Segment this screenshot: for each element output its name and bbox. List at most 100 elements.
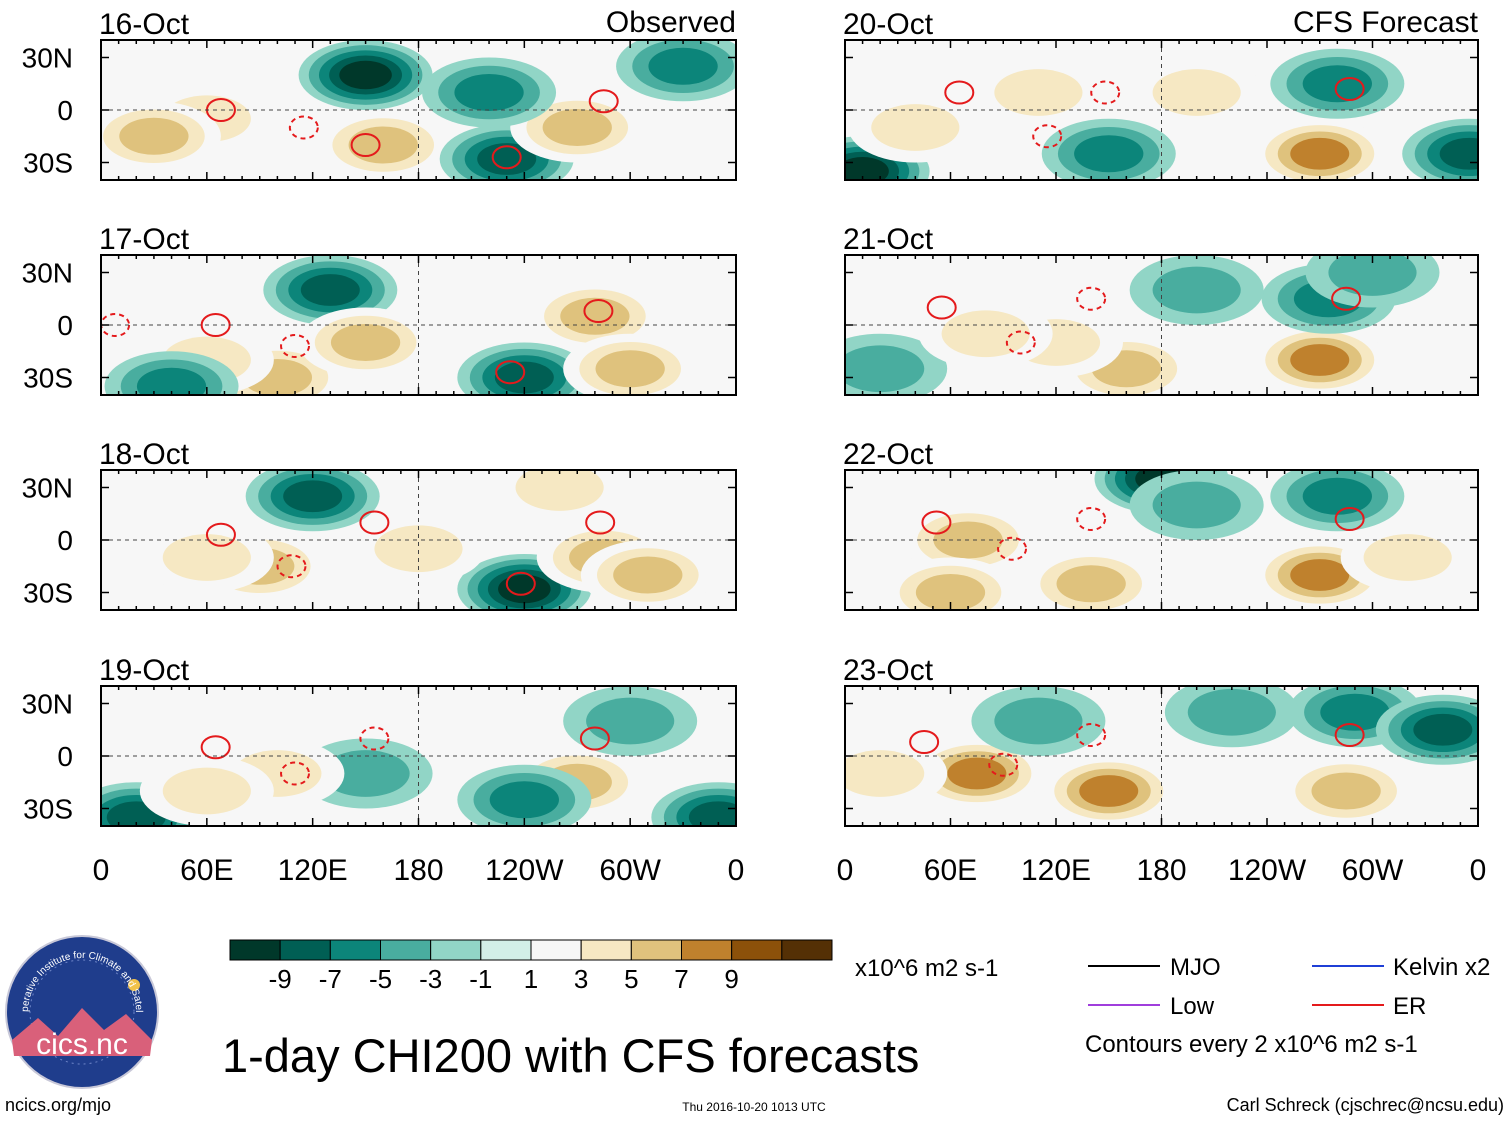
colorbar-tick: -1 bbox=[469, 964, 492, 994]
anomaly-contour bbox=[489, 781, 559, 819]
er-contour bbox=[491, 145, 522, 170]
er-contour bbox=[1090, 80, 1121, 105]
er-contour bbox=[276, 554, 307, 579]
anomaly-contour bbox=[494, 361, 554, 394]
anomaly-contour bbox=[477, 143, 537, 175]
anomaly-contour bbox=[283, 480, 343, 513]
y-tick-label: 30N bbox=[22, 43, 73, 74]
anomaly-contour bbox=[1302, 477, 1372, 515]
er-contour bbox=[200, 735, 231, 760]
y-tick-label: 30N bbox=[22, 689, 73, 720]
er-contour bbox=[1334, 507, 1365, 531]
colorbar-tick: -3 bbox=[419, 964, 442, 994]
x-tick-label: 180 bbox=[1136, 854, 1186, 887]
contour-note: Contours every 2 x10^6 m2 s-1 bbox=[1085, 1031, 1418, 1058]
y-tick-label: 30N bbox=[22, 473, 73, 504]
colorbar-tick: 5 bbox=[624, 964, 638, 994]
colorbar-swatch bbox=[229, 939, 281, 961]
x-tick-label: 60W bbox=[1342, 854, 1404, 887]
panel-date: 19-Oct bbox=[99, 654, 190, 687]
anomaly-contour bbox=[515, 470, 604, 511]
anomaly-contour bbox=[648, 47, 718, 85]
colorbar-swatch bbox=[630, 939, 682, 961]
x-tick-label: 120W bbox=[1228, 854, 1307, 887]
er-contour bbox=[997, 536, 1028, 561]
logo-mountains bbox=[12, 1008, 152, 1056]
anomaly-contour bbox=[1413, 713, 1473, 746]
anomaly-contour bbox=[542, 108, 612, 147]
anomaly-contour bbox=[1290, 559, 1350, 591]
y-tick-label: 30N bbox=[22, 258, 73, 289]
legend-er-label: ER bbox=[1393, 993, 1426, 1020]
map-panel: 20-Oct bbox=[843, 8, 1479, 181]
observed-label: Observed bbox=[606, 6, 736, 39]
anomaly-contour bbox=[915, 573, 986, 610]
map-panel: 22-Oct bbox=[843, 438, 1479, 611]
anomaly-contour bbox=[1320, 693, 1390, 731]
er-contour bbox=[1334, 723, 1365, 747]
er-contour bbox=[1076, 286, 1107, 311]
colorbar bbox=[229, 939, 833, 961]
er-contour bbox=[1076, 723, 1107, 747]
map-panel: 23-Oct bbox=[843, 654, 1479, 827]
anomaly-contour bbox=[136, 367, 207, 395]
er-contour bbox=[359, 510, 390, 535]
er-contour bbox=[505, 571, 536, 596]
map-panel: 18-Oct 30N 0 30S bbox=[22, 438, 737, 611]
er-contour bbox=[1076, 507, 1107, 531]
anomaly-contour bbox=[300, 274, 360, 306]
anomaly-contour bbox=[947, 757, 1007, 790]
anomaly-contour bbox=[162, 534, 251, 581]
er-contour bbox=[921, 510, 952, 535]
er-contour bbox=[280, 761, 311, 786]
panel-date: 22-Oct bbox=[843, 438, 934, 471]
er-contour bbox=[588, 89, 619, 114]
colorbar-swatch bbox=[430, 939, 482, 961]
er-contour bbox=[350, 133, 381, 157]
anomaly-contour bbox=[845, 156, 889, 180]
er-contour bbox=[288, 115, 319, 140]
panel-date: 16-Oct bbox=[99, 8, 190, 41]
anomaly-contour bbox=[1290, 344, 1350, 376]
er-contour bbox=[1032, 124, 1063, 149]
x-tick-label: 60W bbox=[599, 854, 661, 887]
x-tick-label: 0 bbox=[1470, 854, 1487, 887]
panel-date: 18-Oct bbox=[99, 438, 190, 471]
colorbar-swatch bbox=[781, 939, 833, 961]
footer-timestamp: Thu 2016-10-20 1013 UTC bbox=[682, 1100, 826, 1114]
er-contour bbox=[205, 522, 236, 547]
x-tick-label: 0 bbox=[837, 854, 854, 887]
x-axis-labels-right: 0 60E 120E 180 120W 60W 0 bbox=[837, 854, 1487, 887]
y-tick-label: 0 bbox=[57, 95, 73, 126]
logo-ring bbox=[29, 959, 135, 1065]
er-contour bbox=[944, 80, 975, 105]
legend: MJO Kelvin x2 Low ER Contours every 2 x1… bbox=[1085, 954, 1490, 1058]
panel-date: 21-Oct bbox=[843, 223, 934, 256]
x-tick-label: 0 bbox=[728, 854, 745, 887]
anomaly-contour bbox=[1187, 688, 1276, 736]
anomaly-contour bbox=[1290, 137, 1350, 170]
anomaly-contour bbox=[994, 69, 1083, 116]
cfs-forecast-label: CFS Forecast bbox=[1293, 6, 1479, 39]
anomaly-contour bbox=[1311, 772, 1381, 810]
anomaly-contour bbox=[1056, 565, 1126, 603]
er-contour bbox=[583, 299, 614, 323]
anomaly-contour bbox=[1363, 534, 1452, 581]
anomaly-contour bbox=[119, 117, 189, 155]
colorbar-tick: -7 bbox=[319, 964, 342, 994]
colorbar-tick: 7 bbox=[674, 964, 688, 994]
colorbar-swatch bbox=[731, 939, 783, 961]
anomaly-contour bbox=[454, 73, 524, 112]
footer-website: ncics.org/mjo bbox=[5, 1095, 111, 1115]
colorbar-swatch bbox=[279, 939, 331, 961]
er-contour bbox=[495, 360, 526, 385]
map-panel: 21-Oct bbox=[843, 223, 1479, 396]
x-tick-label: 0 bbox=[93, 854, 110, 887]
panel-date: 17-Oct bbox=[99, 223, 190, 256]
panel-date: 20-Oct bbox=[843, 8, 934, 41]
legend-low-label: Low bbox=[1170, 993, 1215, 1020]
er-contour bbox=[579, 726, 610, 751]
anomaly-contour bbox=[1439, 137, 1478, 170]
er-contour bbox=[1331, 286, 1362, 311]
colorbar-tick: -9 bbox=[269, 964, 292, 994]
